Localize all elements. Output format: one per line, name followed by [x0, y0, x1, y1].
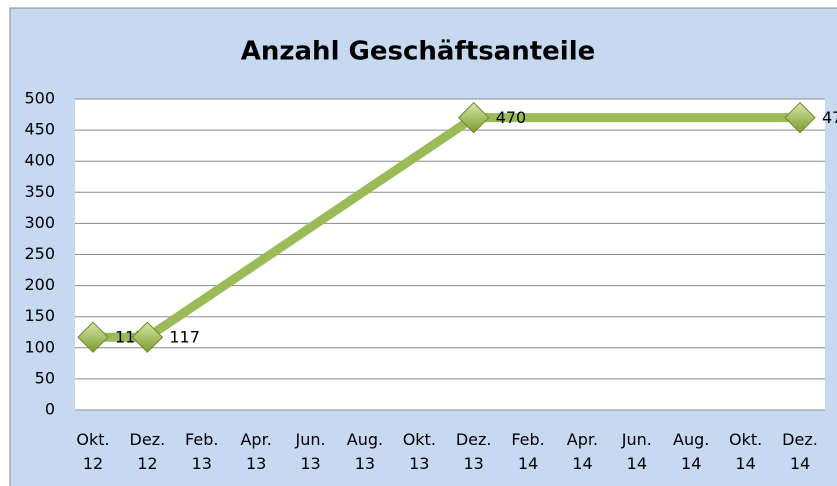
y-tick-label: 450	[24, 120, 55, 139]
y-tick-label: 100	[24, 337, 55, 356]
y-tick-label: 350	[24, 182, 55, 201]
y-tick-label: 200	[24, 275, 55, 294]
data-label: 117	[169, 328, 200, 347]
y-tick-label: 500	[24, 89, 55, 108]
x-tick-label: Okt. 13	[402, 430, 436, 473]
x-tick-label: Feb. 14	[511, 430, 545, 473]
y-tick-label: 300	[24, 213, 55, 232]
x-tick-label: Jun. 14	[621, 430, 652, 473]
x-tick-label: Jun. 13	[295, 430, 326, 473]
x-tick-label: Apr. 14	[566, 430, 599, 473]
x-tick-label: Feb. 13	[185, 430, 219, 473]
x-tick-label: Dez. 13	[455, 430, 492, 473]
y-tick-label: 50	[35, 368, 55, 387]
y-tick-label: 150	[24, 306, 55, 325]
x-tick-label: Apr. 13	[240, 430, 272, 473]
marker	[784, 101, 816, 134]
y-tick-label: 0	[45, 400, 55, 419]
line	[93, 113, 800, 342]
x-tick-label: Aug. 13	[346, 430, 384, 473]
y-tick-label: 400	[24, 151, 55, 170]
marker	[131, 321, 164, 353]
y-tick-label: 250	[24, 244, 55, 263]
data-label: 470	[822, 108, 837, 127]
x-tick-label: Dez. 14	[782, 430, 818, 473]
x-tick-label: Okt. 14	[729, 430, 763, 473]
x-tick-label: Dez. 12	[129, 430, 166, 473]
x-tick-label: Aug. 14	[673, 430, 710, 473]
chart-title: Anzahl Geschäftsanteile	[241, 37, 596, 67]
x-tick-label: Okt. 12	[76, 430, 110, 473]
data-label: 470	[496, 108, 527, 127]
marker	[77, 321, 109, 353]
marker	[457, 101, 490, 134]
